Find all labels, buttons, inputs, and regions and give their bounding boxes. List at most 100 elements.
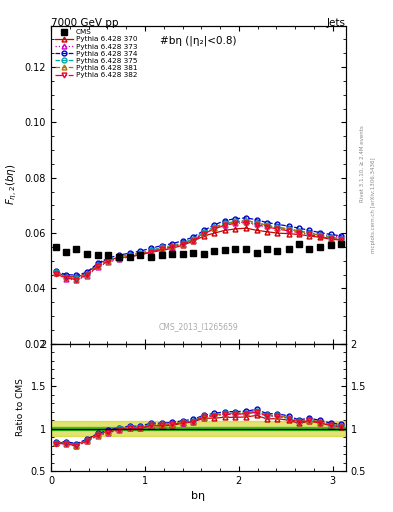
Pythia 6.428 374 [74, 272, 79, 278]
Pythia 6.428 370 [128, 253, 132, 260]
Pythia 6.428 370 [170, 245, 174, 251]
Pythia 6.428 375 [116, 253, 121, 260]
Pythia 6.428 370 [317, 234, 322, 240]
Pythia 6.428 375 [191, 236, 195, 242]
Pythia 6.428 381 [275, 224, 280, 230]
Pythia 6.428 381 [339, 236, 343, 242]
Pythia 6.428 381 [84, 271, 89, 278]
Pythia 6.428 370 [116, 255, 121, 261]
Pythia 6.428 382 [233, 220, 237, 226]
Pythia 6.428 373 [138, 251, 143, 258]
Pythia 6.428 373 [180, 241, 185, 247]
CMS [106, 252, 111, 258]
CMS [264, 246, 269, 252]
Pythia 6.428 382 [191, 238, 195, 244]
Pythia 6.428 370 [275, 230, 280, 236]
Y-axis label: $F_{\eta,2}(b\eta)$: $F_{\eta,2}(b\eta)$ [5, 164, 19, 205]
CMS [180, 251, 185, 258]
Pythia 6.428 382 [84, 272, 89, 278]
Pythia 6.428 374 [286, 223, 291, 229]
Pythia 6.428 381 [128, 253, 132, 259]
Pythia 6.428 382 [222, 222, 227, 228]
Pythia 6.428 381 [286, 226, 291, 232]
Pythia 6.428 375 [339, 236, 343, 242]
Pythia 6.428 373 [84, 273, 89, 279]
Pythia 6.428 374 [180, 238, 185, 244]
Pythia 6.428 373 [202, 230, 206, 236]
Pythia 6.428 374 [244, 215, 249, 221]
Pythia 6.428 375 [148, 247, 153, 253]
Legend: CMS, Pythia 6.428 370, Pythia 6.428 373, Pythia 6.428 374, Pythia 6.428 375, Pyt: CMS, Pythia 6.428 370, Pythia 6.428 373,… [53, 28, 139, 79]
Pythia 6.428 375 [212, 224, 217, 230]
Pythia 6.428 373 [264, 223, 269, 229]
Pythia 6.428 370 [329, 236, 333, 242]
Text: 7000 GeV pp: 7000 GeV pp [51, 18, 119, 28]
Pythia 6.428 375 [128, 251, 132, 258]
CMS [160, 251, 164, 258]
Pythia 6.428 373 [222, 222, 227, 228]
Pythia 6.428 374 [53, 268, 58, 274]
Pythia 6.428 374 [84, 269, 89, 275]
Pythia 6.428 375 [84, 271, 89, 277]
Bar [51, 427, 346, 430]
CMS [297, 241, 301, 247]
Pythia 6.428 375 [64, 274, 68, 280]
Pythia 6.428 382 [95, 263, 100, 269]
Pythia 6.428 373 [254, 221, 259, 227]
Pythia 6.428 373 [275, 225, 280, 231]
Pythia 6.428 373 [317, 231, 322, 238]
Pythia 6.428 375 [254, 220, 259, 226]
CMS [254, 250, 259, 256]
Pythia 6.428 382 [202, 230, 206, 237]
Pythia 6.428 370 [307, 233, 312, 239]
Pythia 6.428 375 [170, 243, 174, 249]
Text: #bη (|η₂|<0.8): #bη (|η₂|<0.8) [160, 35, 237, 46]
CMS [138, 252, 143, 258]
Pythia 6.428 382 [297, 229, 301, 236]
Pythia 6.428 375 [297, 228, 301, 234]
Pythia 6.428 375 [138, 250, 143, 256]
Line: Pythia 6.428 374: Pythia 6.428 374 [53, 216, 343, 278]
CMS [329, 242, 333, 248]
Pythia 6.428 374 [148, 245, 153, 251]
Pythia 6.428 374 [95, 260, 100, 266]
Pythia 6.428 381 [160, 245, 164, 251]
Pythia 6.428 373 [307, 229, 312, 236]
Pythia 6.428 381 [95, 263, 100, 269]
Pythia 6.428 373 [116, 257, 121, 263]
Pythia 6.428 381 [212, 225, 217, 231]
Y-axis label: Ratio to CMS: Ratio to CMS [16, 378, 25, 436]
Pythia 6.428 374 [264, 220, 269, 226]
Pythia 6.428 370 [138, 251, 143, 258]
Pythia 6.428 374 [138, 248, 143, 254]
Line: Pythia 6.428 375: Pythia 6.428 375 [53, 218, 343, 281]
CMS [339, 241, 343, 247]
Pythia 6.428 370 [339, 237, 343, 243]
CMS [202, 250, 206, 257]
Pythia 6.428 373 [128, 253, 132, 260]
Pythia 6.428 373 [233, 220, 237, 226]
X-axis label: bη: bη [191, 492, 206, 501]
Pythia 6.428 370 [264, 229, 269, 235]
Pythia 6.428 382 [116, 255, 121, 262]
Pythia 6.428 381 [148, 248, 153, 254]
Pythia 6.428 375 [160, 244, 164, 250]
Pythia 6.428 374 [339, 233, 343, 239]
Pythia 6.428 375 [74, 275, 79, 281]
Pythia 6.428 370 [212, 230, 217, 236]
Pythia 6.428 382 [329, 236, 333, 242]
Pythia 6.428 382 [170, 244, 174, 250]
Pythia 6.428 382 [180, 241, 185, 247]
Pythia 6.428 370 [74, 274, 79, 281]
Pythia 6.428 382 [64, 275, 68, 281]
Pythia 6.428 381 [180, 241, 185, 247]
Pythia 6.428 381 [233, 219, 237, 225]
Text: Rivet 3.1.10, ≥ 2.4M events: Rivet 3.1.10, ≥ 2.4M events [360, 125, 365, 202]
Bar [51, 421, 346, 436]
CMS [222, 247, 227, 253]
Pythia 6.428 373 [286, 227, 291, 233]
CMS [53, 244, 58, 250]
Pythia 6.428 370 [222, 227, 227, 233]
Pythia 6.428 370 [244, 225, 249, 231]
Pythia 6.428 370 [148, 249, 153, 255]
